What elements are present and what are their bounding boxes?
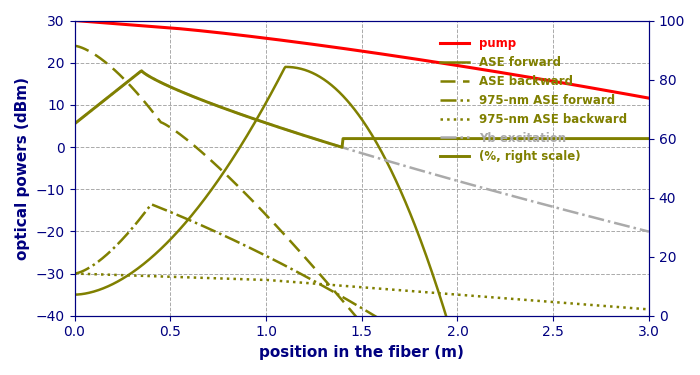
975-nm ASE forward — [456, 326, 464, 331]
Yb excitation — [70, 122, 78, 126]
Line: 975-nm ASE backward: 975-nm ASE backward — [74, 273, 649, 309]
ASE forward — [645, 326, 653, 331]
975-nm ASE forward — [411, 326, 419, 331]
Yb excitation — [219, 106, 228, 110]
(%, right scale) — [70, 122, 78, 126]
ASE backward — [218, 168, 226, 173]
(%, right scale) — [505, 136, 513, 141]
ASE backward — [70, 44, 78, 48]
ASE forward — [505, 326, 513, 331]
ASE forward — [456, 326, 464, 331]
Line: 975-nm ASE forward: 975-nm ASE forward — [74, 204, 649, 328]
Yb excitation — [137, 69, 146, 73]
pump — [409, 56, 417, 61]
975-nm ASE backward — [409, 289, 417, 294]
Yb excitation — [410, 166, 418, 171]
pump — [70, 18, 78, 23]
ASE backward — [645, 326, 653, 331]
ASE backward — [330, 289, 339, 293]
ASE backward — [410, 326, 418, 331]
pump — [218, 31, 226, 35]
pump — [330, 45, 339, 50]
ASE forward — [281, 64, 290, 69]
pump — [172, 26, 181, 31]
Yb excitation — [504, 192, 512, 197]
(%, right scale) — [645, 136, 653, 141]
975-nm ASE backward — [503, 296, 511, 301]
X-axis label: position in the fiber (m): position in the fiber (m) — [259, 345, 464, 360]
975-nm ASE forward — [645, 326, 653, 331]
975-nm ASE backward — [218, 276, 226, 280]
ASE forward — [218, 172, 226, 177]
ASE forward — [172, 231, 181, 236]
(%, right scale) — [219, 106, 228, 110]
(%, right scale) — [456, 136, 464, 141]
Line: ASE backward: ASE backward — [74, 46, 649, 328]
975-nm ASE forward — [331, 291, 340, 295]
(%, right scale) — [331, 143, 340, 147]
Line: Yb excitation: Yb excitation — [74, 71, 649, 232]
Line: ASE forward: ASE forward — [74, 67, 649, 328]
(%, right scale) — [173, 88, 181, 92]
(%, right scale) — [411, 136, 419, 141]
Yb excitation — [455, 179, 463, 183]
ASE forward — [410, 220, 418, 225]
Line: pump: pump — [74, 21, 649, 98]
pump — [645, 96, 653, 100]
975-nm ASE forward — [70, 271, 78, 276]
pump — [454, 63, 462, 68]
975-nm ASE forward — [505, 326, 513, 331]
ASE backward — [455, 326, 463, 331]
Yb excitation — [645, 230, 653, 234]
975-nm ASE backward — [70, 271, 78, 276]
Legend: pump, ASE forward, ASE backward, 975-nm ASE forward, 975-nm ASE backward, Yb exc: pump, ASE forward, ASE backward, 975-nm … — [435, 32, 631, 168]
Y-axis label: optical powers (dBm): optical powers (dBm) — [15, 76, 30, 260]
Yb excitation — [173, 88, 181, 92]
ASE backward — [172, 129, 181, 134]
Yb excitation — [331, 143, 340, 147]
ASE backward — [362, 326, 370, 331]
975-nm ASE backward — [172, 274, 181, 279]
pump — [503, 71, 511, 76]
975-nm ASE forward — [147, 202, 155, 207]
975-nm ASE backward — [454, 292, 462, 297]
975-nm ASE forward — [391, 326, 400, 331]
Line: (%, right scale): (%, right scale) — [74, 71, 649, 147]
975-nm ASE forward — [173, 213, 181, 217]
975-nm ASE backward — [645, 307, 653, 312]
ASE forward — [331, 86, 340, 91]
ASE forward — [446, 326, 454, 331]
975-nm ASE backward — [330, 283, 339, 287]
975-nm ASE forward — [219, 233, 228, 237]
(%, right scale) — [137, 69, 146, 73]
ASE forward — [70, 292, 78, 297]
(%, right scale) — [338, 145, 346, 150]
ASE backward — [504, 326, 512, 331]
